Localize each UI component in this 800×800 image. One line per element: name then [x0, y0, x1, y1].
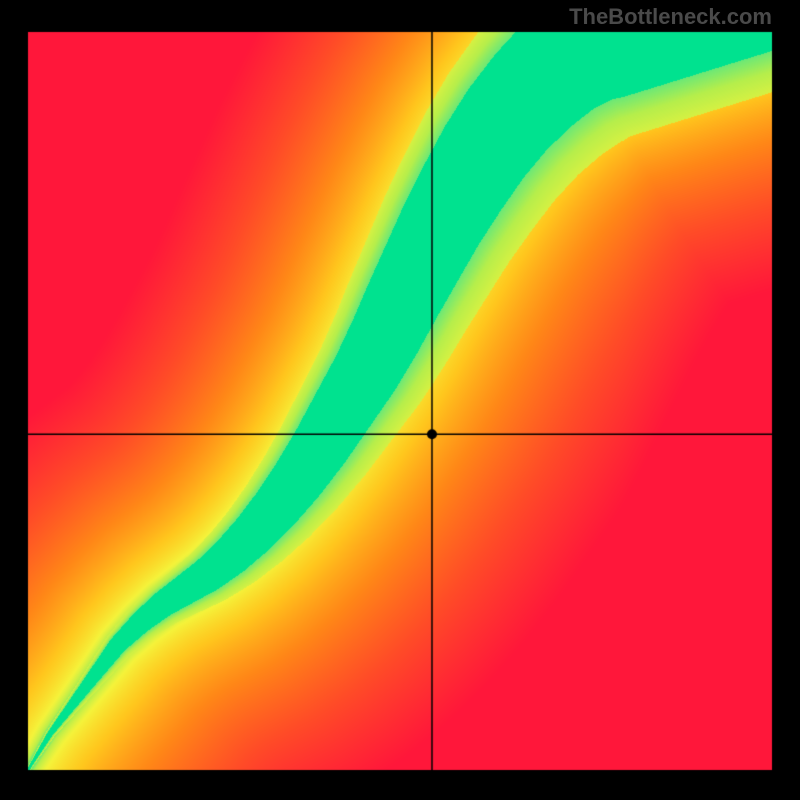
chart-container: TheBottleneck.com: [0, 0, 800, 800]
bottleneck-heatmap: [0, 0, 800, 800]
watermark-text: TheBottleneck.com: [569, 4, 772, 30]
